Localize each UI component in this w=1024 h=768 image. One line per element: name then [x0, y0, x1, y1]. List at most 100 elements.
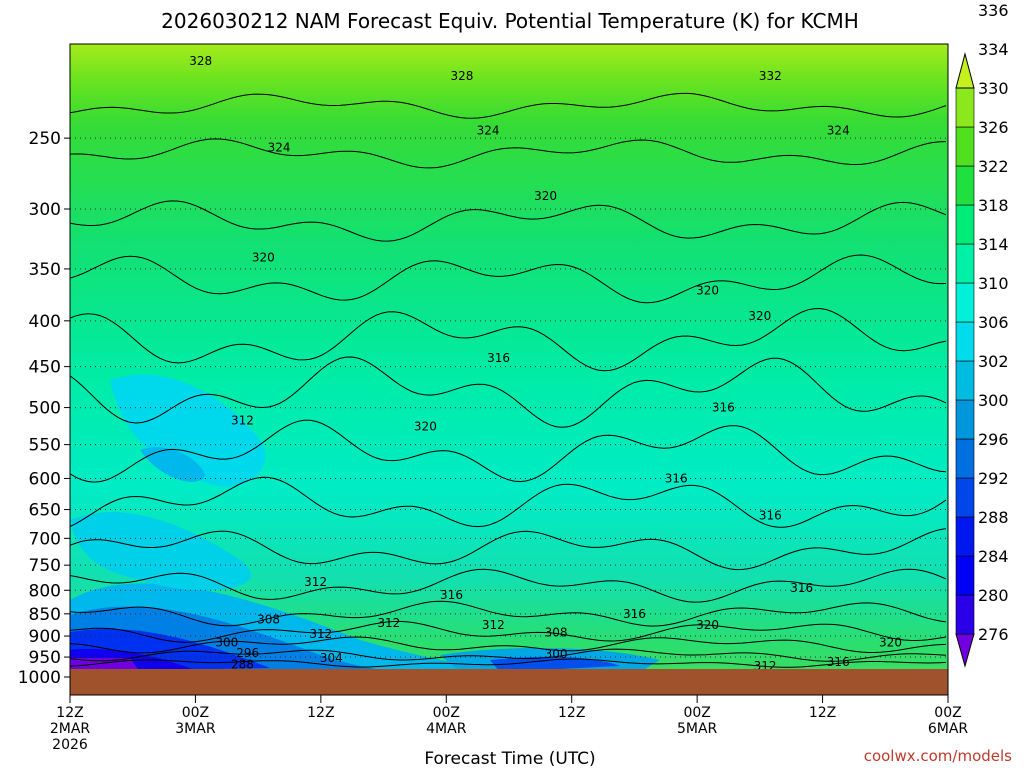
colorbar-swatch	[955, 126, 975, 167]
y-tick-label: 300	[29, 200, 61, 220]
x-axis-title: Forecast Time (UTC)	[424, 749, 595, 768]
colorbar-label: 284	[978, 547, 1009, 566]
y-tick-label: 400	[29, 312, 61, 332]
colorbar-swatch	[955, 516, 975, 557]
y-tick-label: 750	[29, 556, 61, 576]
contour-line	[70, 138, 947, 169]
colorbar-label: 296	[978, 430, 1009, 449]
colorbar-swatch	[955, 165, 975, 206]
contour-label: 324	[477, 123, 500, 137]
contour-label: 312	[309, 627, 332, 641]
x-tick-label: 00Z	[433, 705, 460, 721]
plot-area: 328 328 332 324 324 324 320 320 320 320 316 316 312 3…	[70, 44, 948, 695]
colorbar-swatch	[955, 399, 975, 440]
y-tick-label: 650	[29, 501, 61, 521]
colorbar-label: 336	[978, 1, 1009, 20]
x-tick-label: 00Z	[934, 705, 961, 721]
contour-label: 316	[487, 351, 510, 365]
colorbar-swatch	[955, 321, 975, 362]
contour-label: 308	[257, 612, 280, 626]
contour-line	[70, 307, 947, 372]
contour-label: 300	[215, 635, 238, 649]
colorbar-label: 326	[978, 118, 1009, 137]
contour-label: 296	[236, 646, 259, 660]
contour-label: 312	[482, 618, 505, 632]
x-tick-label: 00Z	[683, 705, 710, 721]
contour-label: 320	[696, 618, 719, 632]
y-tick-label: 900	[29, 627, 61, 647]
contour-line	[70, 92, 947, 119]
contour-label: 324	[268, 140, 291, 154]
contour-label: 332	[759, 69, 782, 83]
x-tick-label: 00Z	[182, 705, 209, 721]
colorbar-swatch	[955, 282, 975, 323]
contour-line	[70, 636, 947, 654]
contour-line	[70, 528, 947, 571]
colorbar-max-arrow	[955, 52, 975, 89]
y-tick-label: 350	[29, 260, 61, 280]
contour-labels: 328 328 332 324 324 324 320 320 320 320 316 316 312 3…	[189, 54, 902, 673]
contour-label: 304	[320, 651, 343, 665]
contour-label: 308	[545, 626, 568, 640]
plot-frame	[69, 43, 949, 696]
x-tick-label: 2026	[52, 737, 88, 753]
contour-label: 328	[451, 69, 474, 83]
y-tick-label: 950	[29, 648, 61, 668]
credit-text: coolwx.com/models	[864, 747, 1012, 765]
y-tick-label: 550	[29, 436, 61, 456]
colorbar-label: 280	[978, 586, 1009, 605]
contour-label: 328	[189, 54, 212, 68]
colorbar-swatch	[955, 594, 975, 635]
contour-label: 320	[534, 189, 557, 203]
colorbar-label: 314	[978, 235, 1009, 254]
colorbar-label: 334	[978, 40, 1009, 59]
contour-line	[70, 476, 947, 528]
contour-lines	[70, 92, 947, 668]
x-tick-label: 12Z	[809, 705, 836, 721]
region-308-lowlevel	[70, 512, 251, 591]
colorbar-swatch	[955, 243, 975, 284]
y-tick-label: 1000	[18, 668, 61, 688]
colorbar-swatch	[955, 555, 975, 596]
contour-label: 312	[304, 575, 327, 589]
contour-line	[70, 648, 947, 662]
contour-label: 288	[231, 657, 254, 671]
region-306-west	[140, 447, 205, 482]
contour-label: 316	[440, 588, 463, 602]
y-tick-label: 850	[29, 605, 61, 625]
colorbar-label: 318	[978, 196, 1009, 215]
contour-label: 324	[827, 123, 850, 137]
x-tick-label: 6MAR	[928, 721, 969, 737]
colorbar-label: 330	[978, 79, 1009, 98]
y-tick-label: 250	[29, 129, 61, 149]
contour-label: 316	[827, 655, 850, 669]
contour-line	[70, 568, 947, 603]
colorbar-label: 292	[978, 469, 1009, 488]
contour-line	[70, 419, 947, 483]
contour-label: 320	[748, 309, 771, 323]
y-tick-label: 800	[29, 581, 61, 601]
colorbar-swatch	[955, 87, 975, 128]
colorbar-swatch	[955, 360, 975, 401]
x-tick-label: 5MAR	[677, 721, 718, 737]
contour-line	[70, 658, 947, 668]
y-axis: 2503003504004505005506006507007508008509…	[18, 129, 70, 688]
contour-line	[70, 200, 947, 242]
colorbar: 276 280 284 288 292 296 300 302 306 310 314 318 322 3…	[955, 1, 1009, 668]
colorbar-label: 310	[978, 274, 1009, 293]
x-tick-label: 12Z	[558, 705, 585, 721]
y-tick-label: 600	[29, 469, 61, 489]
contour-label: 316	[623, 607, 646, 621]
region-310-west	[110, 374, 266, 487]
contour-label: 312	[377, 616, 400, 630]
ground-bar	[70, 669, 948, 695]
colorbar-label: 288	[978, 508, 1009, 527]
contour-line	[70, 254, 947, 304]
y-tick-label: 500	[29, 399, 61, 419]
x-tick-label: 3MAR	[175, 721, 216, 737]
contour-label: 316	[759, 508, 782, 522]
x-tick-label: 4MAR	[426, 721, 467, 737]
colorbar-label: 322	[978, 157, 1009, 176]
colorbar-swatch	[955, 438, 975, 479]
